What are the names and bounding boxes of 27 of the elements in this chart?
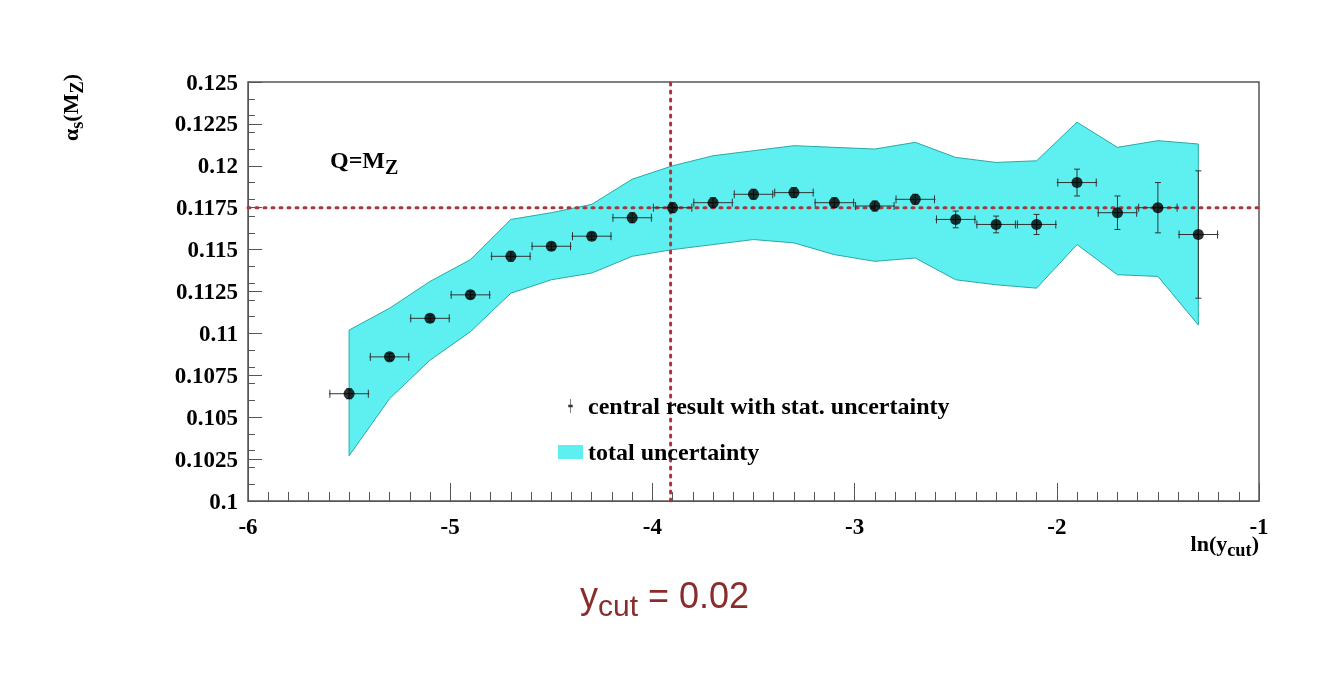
- legend-label: total uncertainty: [588, 439, 760, 465]
- x-tick-label: -6: [238, 514, 258, 539]
- x-tick-label: -4: [642, 514, 663, 539]
- y-tick-label: 0.1225: [174, 111, 238, 137]
- text: y$_{cut}$ = 0.02: [580, 575, 750, 623]
- y-tick-label: 0.11: [199, 320, 238, 346]
- point: [1071, 177, 1083, 189]
- point: [990, 218, 1002, 230]
- point: [1192, 229, 1204, 241]
- x-tick-label: -2: [1047, 514, 1067, 539]
- point: [1152, 202, 1164, 214]
- y-tick-label: 0.1075: [174, 362, 238, 388]
- y-tick-label: 0.125: [186, 69, 238, 95]
- y-tick-label: 0.115: [187, 237, 238, 263]
- y-tick-label: 0.12: [197, 153, 238, 179]
- point: [950, 213, 962, 225]
- y-tick-label: 0.1125: [176, 279, 238, 304]
- point: [1031, 218, 1043, 230]
- y-tick-label: 0.1: [209, 488, 238, 514]
- annotation: Q=M$_{Z}$: [330, 147, 399, 178]
- x-tick-label: -3: [845, 514, 865, 539]
- point: [1111, 207, 1123, 219]
- legend-label: central result with stat. uncertainty: [588, 393, 950, 419]
- y-tick-label: 0.1175: [176, 195, 238, 221]
- x-tick-label: -5: [440, 514, 460, 539]
- y-tick-label: 0.1025: [174, 446, 238, 472]
- y-tick-label: 0.105: [186, 404, 238, 430]
